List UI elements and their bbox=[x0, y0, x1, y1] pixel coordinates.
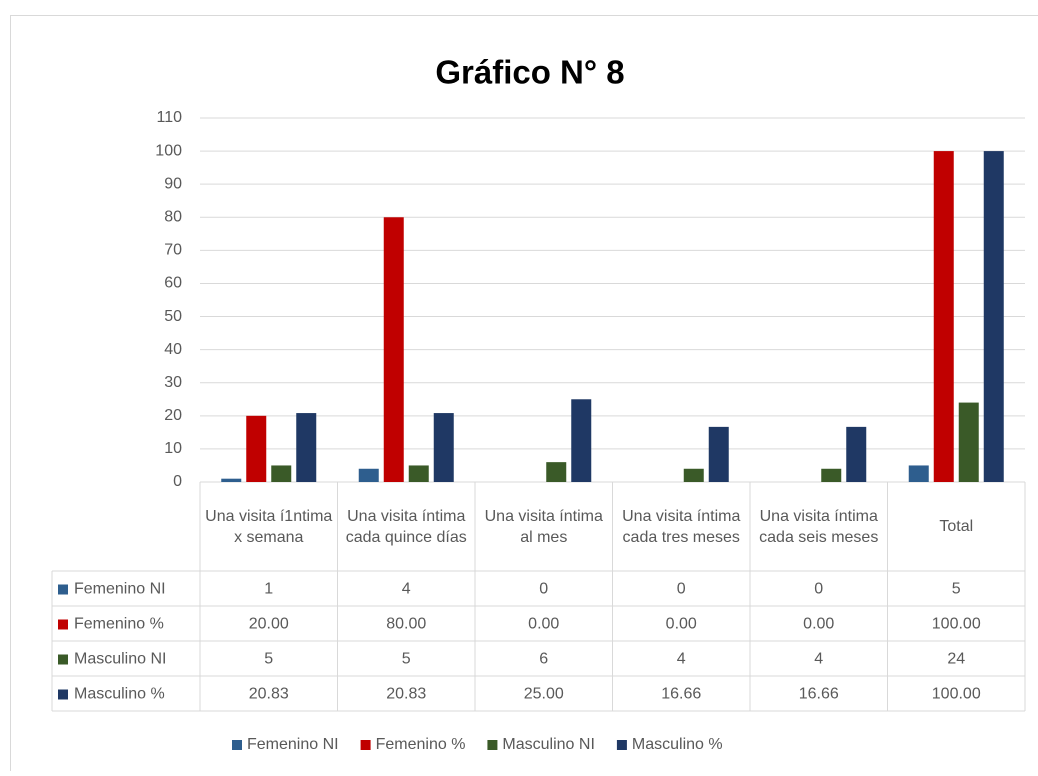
table-value: 5 bbox=[264, 651, 273, 668]
table-value: 0.00 bbox=[666, 616, 697, 633]
x-tick-label: Una visita íntima al mes bbox=[479, 482, 609, 571]
table-value: 16.66 bbox=[661, 686, 701, 703]
table-series-name: Masculino NI bbox=[74, 651, 166, 668]
y-tick-label: 110 bbox=[156, 109, 182, 126]
legend-label: Masculino % bbox=[632, 736, 723, 753]
table-value: 100.00 bbox=[932, 686, 981, 703]
bar bbox=[984, 151, 1004, 482]
table-value: 6 bbox=[539, 651, 548, 668]
legend-key bbox=[617, 740, 627, 750]
legend-key bbox=[232, 740, 242, 750]
legend-label: Femenino NI bbox=[247, 736, 339, 753]
legend-label: Femenino % bbox=[376, 736, 466, 753]
y-tick-label: 100 bbox=[155, 142, 182, 159]
bar bbox=[846, 427, 866, 482]
table-value: 25.00 bbox=[524, 686, 564, 703]
legend-key bbox=[58, 655, 68, 665]
bar bbox=[359, 469, 379, 482]
legend-label: Masculino NI bbox=[502, 736, 594, 753]
table-value: 5 bbox=[402, 651, 411, 668]
bar bbox=[409, 465, 429, 482]
x-tick-label: Total bbox=[892, 482, 1022, 571]
bar bbox=[271, 465, 291, 482]
legend-key bbox=[58, 585, 68, 595]
bar bbox=[571, 399, 591, 482]
y-tick-label: 10 bbox=[164, 440, 182, 457]
y-tick-label: 0 bbox=[173, 473, 182, 490]
y-tick-label: 40 bbox=[164, 341, 182, 358]
table-value: 80.00 bbox=[386, 616, 426, 633]
bar bbox=[221, 479, 241, 482]
y-tick-label: 60 bbox=[164, 275, 182, 292]
y-tick-label: 20 bbox=[164, 407, 182, 424]
y-tick-label: 70 bbox=[164, 242, 182, 259]
table-value: 0 bbox=[677, 581, 686, 598]
table-value: 0.00 bbox=[528, 616, 559, 633]
table-value: 16.66 bbox=[799, 686, 839, 703]
table-value: 20.00 bbox=[249, 616, 289, 633]
bar bbox=[296, 413, 316, 482]
x-tick-label: Una visita íntima cada quince días bbox=[342, 482, 472, 571]
y-tick-label: 90 bbox=[164, 175, 182, 192]
bar bbox=[434, 413, 454, 482]
legend-key bbox=[58, 690, 68, 700]
bar bbox=[384, 217, 404, 482]
category-cell: Una visita íntima cada seis meses bbox=[754, 482, 884, 571]
table-value: 24 bbox=[947, 651, 965, 668]
legend-key bbox=[58, 620, 68, 630]
category-cell: Una visita íntima cada quince días bbox=[342, 482, 472, 571]
table-value: 1 bbox=[264, 581, 273, 598]
table-value: 4 bbox=[814, 651, 823, 668]
y-tick-label: 50 bbox=[164, 308, 182, 325]
table-value: 0.00 bbox=[803, 616, 834, 633]
category-cell: Una visita íntima al mes bbox=[479, 482, 609, 571]
table-value: 4 bbox=[402, 581, 411, 598]
y-tick-label: 30 bbox=[164, 374, 182, 391]
table-series-name: Masculino % bbox=[74, 686, 165, 703]
bar bbox=[934, 151, 954, 482]
bar bbox=[709, 427, 729, 482]
y-tick-label: 80 bbox=[164, 208, 182, 225]
x-tick-label: Una visita íntima cada seis meses bbox=[754, 482, 884, 571]
bar bbox=[821, 469, 841, 482]
legend-key bbox=[361, 740, 371, 750]
table-series-name: Femenino NI bbox=[74, 581, 166, 598]
table-value: 20.83 bbox=[249, 686, 289, 703]
bar bbox=[246, 416, 266, 482]
category-cell: Una visita í1ntima x semana bbox=[204, 482, 334, 571]
chart-title: Gráfico N° 8 bbox=[435, 54, 624, 91]
bar bbox=[959, 403, 979, 482]
table-value: 0 bbox=[539, 581, 548, 598]
table-value: 100.00 bbox=[932, 616, 981, 633]
bar bbox=[909, 465, 929, 482]
bar bbox=[684, 469, 704, 482]
table-series-name: Femenino % bbox=[74, 616, 164, 633]
bar bbox=[546, 462, 566, 482]
table-value: 4 bbox=[677, 651, 686, 668]
category-cell: Una visita íntima cada tres meses bbox=[617, 482, 747, 571]
legend-key bbox=[487, 740, 497, 750]
table-value: 0 bbox=[814, 581, 823, 598]
x-tick-label: Una visita íntima cada tres meses bbox=[617, 482, 747, 571]
table-value: 5 bbox=[952, 581, 961, 598]
table-value: 20.83 bbox=[386, 686, 426, 703]
x-tick-label: Una visita í1ntima x semana bbox=[204, 482, 334, 571]
category-cell: Total bbox=[892, 482, 1022, 571]
